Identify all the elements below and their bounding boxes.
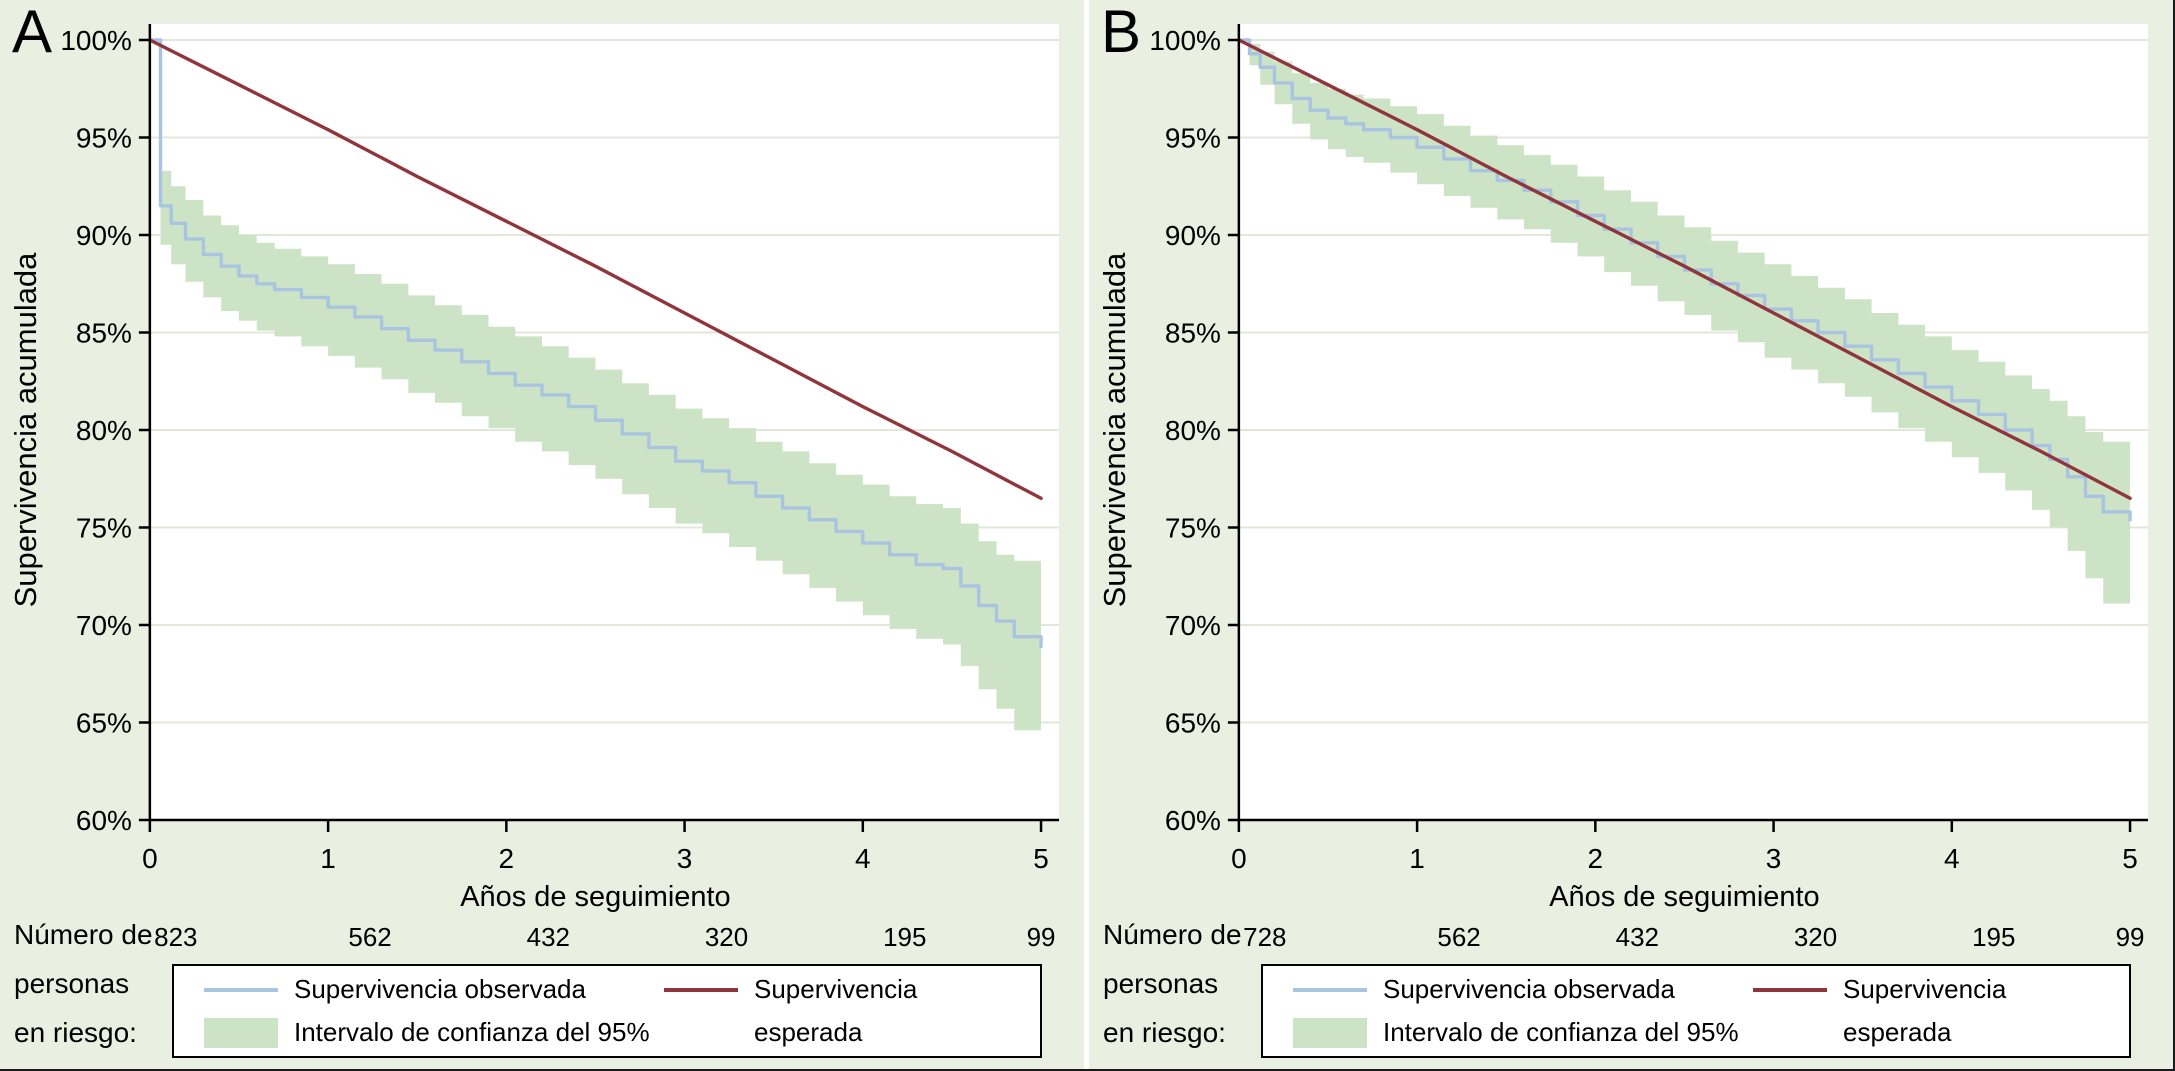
- risk-number: 432: [527, 922, 570, 952]
- legend-expected-label-line2: esperada: [1843, 1017, 1952, 1047]
- y-tick-label: 80%: [76, 415, 132, 446]
- risk-number: 195: [1972, 922, 2015, 952]
- legend-observed-row: Supervivencia observada: [204, 971, 664, 1009]
- y-tick-label: 70%: [1165, 610, 1221, 641]
- x-tick-label: 5: [1033, 843, 1049, 874]
- panel-b: 60% 65% 70% 75% 80% 85% 90% 95% 100% 0 1 2 3 4 5 Años d…: [1089, 0, 2173, 1069]
- legend-expected-row: Supervivencia: [664, 971, 1040, 1009]
- x-tick-label: 5: [2122, 843, 2138, 874]
- risk-label-line: Número de: [1103, 919, 1242, 950]
- expected-line: [148, 38, 1043, 500]
- legend-expected-row2: esperada: [664, 1014, 1040, 1052]
- risk-label-a: Número de personas en riesgo:: [14, 910, 153, 1057]
- y-tick-label: 60%: [1165, 805, 1221, 836]
- legend-expected-row2: esperada: [1753, 1014, 2129, 1052]
- legend-expected-label-line1: Supervivencia: [754, 974, 918, 1004]
- risk-label-line: personas: [1103, 968, 1219, 999]
- expected-line: [1237, 38, 2132, 500]
- risk-label-line: personas: [14, 968, 130, 999]
- y-tick-label: 75%: [76, 512, 132, 543]
- x-tick-label: 4: [1944, 843, 1960, 874]
- risk-number: 320: [705, 922, 748, 952]
- risk-number: 99: [2116, 922, 2145, 952]
- legend-right-column: Supervivencia esperada: [664, 971, 1040, 1052]
- legend-left-column: Supervivencia observada Intervalo de con…: [174, 971, 664, 1052]
- x-tick-label: 2: [499, 843, 515, 874]
- x-tick-label: 3: [677, 843, 693, 874]
- risk-number: 195: [883, 922, 926, 952]
- y-axis-title: Supervivencia acumulada: [1097, 252, 1132, 608]
- legend-expected-label-line1: Supervivencia: [1843, 974, 2007, 1004]
- x-tick-label: 1: [320, 843, 336, 874]
- y-axis-title: Supervivencia acumulada: [8, 252, 43, 608]
- risk-label-line: en riesgo:: [14, 1017, 137, 1048]
- observed-line-swatch: [204, 987, 278, 992]
- x-tick-label: 3: [1766, 843, 1782, 874]
- x-tick-label: 1: [1409, 843, 1425, 874]
- x-axis-title: Años de seguimiento: [1549, 881, 1819, 913]
- legend-ci-label: Intervalo de confianza del 95%: [294, 1017, 650, 1047]
- y-tick-label: 60%: [76, 805, 132, 836]
- survival-chart-b: 60% 65% 70% 75% 80% 85% 90% 95% 100% 0 1 2 3 4 5 Años d…: [1097, 24, 2149, 952]
- y-tick-label: 95%: [76, 122, 132, 153]
- legend-a: Supervivencia observada Intervalo de con…: [172, 964, 1042, 1058]
- panel-a-label: A: [12, 0, 53, 65]
- expected-line-swatch: [664, 987, 738, 992]
- expected-line-swatch: [1753, 987, 1827, 992]
- risk-label-b: Número de personas en riesgo:: [1103, 910, 1242, 1057]
- y-tick-label: 95%: [1165, 122, 1221, 153]
- legend-ci-row: Intervalo de confianza del 95%: [1293, 1014, 1753, 1052]
- y-tick-label: 90%: [1165, 220, 1221, 251]
- y-tick-label: 65%: [1165, 707, 1221, 738]
- y-tick-label: 65%: [76, 707, 132, 738]
- ci-band-swatch: [1293, 1017, 1367, 1048]
- ci-band: [1238, 40, 2131, 620]
- risk-number: 562: [1437, 922, 1480, 952]
- x-axis-title: Años de seguimiento: [460, 881, 730, 913]
- y-tick-label: 85%: [1165, 317, 1221, 348]
- observed-line-swatch: [1293, 987, 1367, 992]
- risk-number: 432: [1616, 922, 1659, 952]
- x-tick-label: 2: [1588, 843, 1604, 874]
- risk-number: 320: [1794, 922, 1837, 952]
- observed-line: [148, 38, 1043, 649]
- risk-label-line: en riesgo:: [1103, 1017, 1226, 1048]
- legend-left-column: Supervivencia observada Intervalo de con…: [1263, 971, 1753, 1052]
- legend-observed-label: Supervivencia observada: [294, 974, 586, 1004]
- y-tick-label: 85%: [76, 317, 132, 348]
- legend-observed-row: Supervivencia observada: [1293, 971, 1753, 1009]
- panel-a: 60% 65% 70% 75% 80% 85% 90% 95% 100% 0 1 2 3 4 5 Años d…: [0, 0, 1084, 1069]
- y-tick-label: 100%: [1149, 25, 1221, 56]
- legend-observed-label: Supervivencia observada: [1383, 974, 1675, 1004]
- risk-number: 562: [348, 922, 391, 952]
- legend-expected-label-line2: esperada: [754, 1017, 863, 1047]
- legend-ci-row: Intervalo de confianza del 95%: [204, 1014, 664, 1052]
- ci-band: [149, 40, 1042, 741]
- panel-b-label: B: [1101, 0, 1142, 65]
- x-tick-label: 0: [142, 843, 158, 874]
- ci-band-swatch: [204, 1017, 278, 1048]
- risk-label-line: Número de: [14, 919, 153, 950]
- risk-number: 823: [154, 922, 197, 952]
- risk-number: 99: [1027, 922, 1056, 952]
- legend-ci-label: Intervalo de confianza del 95%: [1383, 1017, 1739, 1047]
- x-tick-label: 4: [855, 843, 871, 874]
- x-tick-label: 0: [1231, 843, 1247, 874]
- legend-expected-row: Supervivencia: [1753, 971, 2129, 1009]
- legend-right-column: Supervivencia esperada: [1753, 971, 2129, 1052]
- y-tick-label: 75%: [1165, 512, 1221, 543]
- survival-chart-a: 60% 65% 70% 75% 80% 85% 90% 95% 100% 0 1 2 3 4 5 Años d…: [8, 24, 1060, 952]
- legend-b: Supervivencia observada Intervalo de con…: [1261, 964, 2131, 1058]
- risk-number: 728: [1243, 922, 1286, 952]
- observed-line: [1237, 38, 2132, 522]
- y-tick-label: 80%: [1165, 415, 1221, 446]
- y-tick-label: 70%: [76, 610, 132, 641]
- y-tick-label: 100%: [60, 25, 132, 56]
- y-tick-label: 90%: [76, 220, 132, 251]
